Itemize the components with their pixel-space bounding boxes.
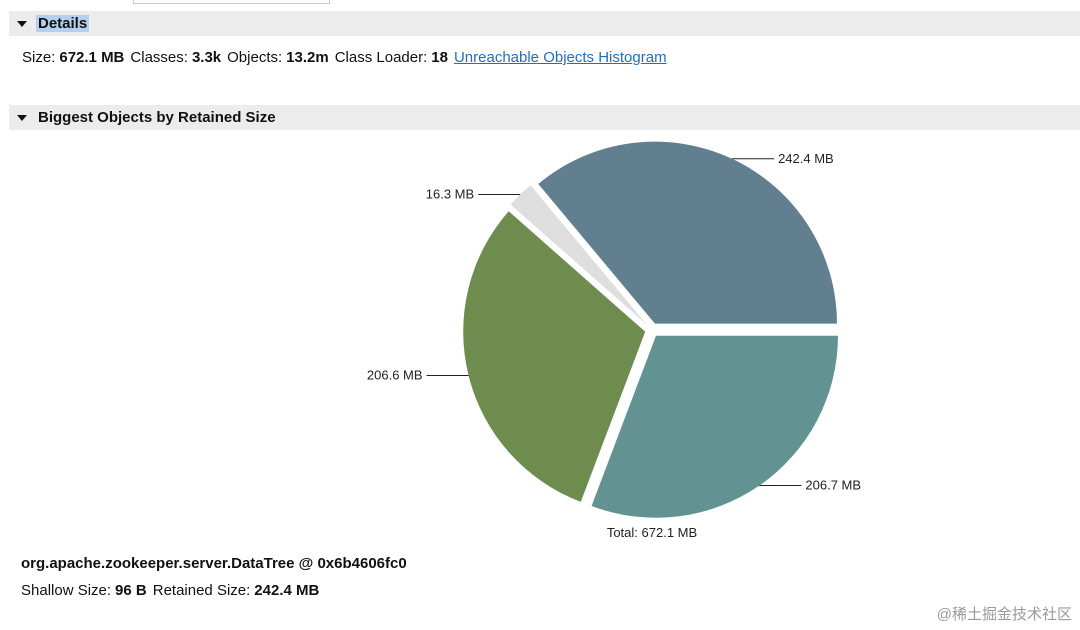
selected-object-name: org.apache.zookeeper.server.DataTree @ 0… — [21, 555, 407, 572]
collapse-triangle-icon[interactable] — [16, 112, 28, 124]
retained-size-label: Retained Size: — [152, 582, 251, 599]
class-loader-label: Class Loader: — [334, 49, 428, 66]
retained-size-value: 242.4 MB — [254, 582, 320, 599]
details-section-header[interactable]: Details — [9, 11, 1080, 36]
biggest-objects-section-title: Biggest Objects by Retained Size — [38, 109, 276, 126]
pie-slice-label: 242.4 MB — [778, 151, 834, 166]
retained-size-pie-chart: 242.4 MB 16.3 MB 206.6 MB 206.7 MB Total: 6… — [367, 141, 861, 540]
pie-slice[interactable] — [591, 335, 838, 518]
classes-value: 3.3k — [191, 49, 222, 66]
tab-edge — [133, 0, 330, 4]
pie-slice-label: 206.7 MB — [805, 478, 861, 493]
size-label: Size: — [22, 49, 56, 66]
pie-slice-label: 206.6 MB — [367, 367, 423, 382]
details-summary: Size: 672.1 MB Classes: 3.3k Objects: 13.2m Cl… — [22, 49, 667, 66]
top-tab-strip — [0, 0, 1080, 4]
pie-slice[interactable] — [510, 185, 648, 325]
watermark-text: @稀土掘金技术社区 — [936, 606, 1072, 623]
classes-label: Classes: — [130, 49, 188, 66]
biggest-objects-section-header[interactable]: Biggest Objects by Retained Size — [9, 105, 1080, 130]
size-value: 672.1 MB — [59, 49, 125, 66]
selected-object-sizes: Shallow Size: 96 B Retained Size: 242.4 MB — [21, 582, 325, 599]
unreachable-objects-histogram-link[interactable]: Unreachable Objects Histogram — [453, 49, 667, 66]
shallow-size-value: 96 B — [115, 582, 147, 599]
pie-total-label: Total: 672.1 MB — [607, 525, 697, 540]
pie-slice[interactable] — [538, 141, 837, 324]
shallow-size-label: Shallow Size: — [21, 582, 112, 599]
collapse-triangle-icon[interactable] — [16, 18, 28, 30]
objects-label: Objects: — [227, 49, 283, 66]
pie-slice[interactable] — [463, 211, 646, 502]
pie-slice-label: 16.3 MB — [426, 187, 474, 202]
objects-value: 13.2m — [286, 49, 329, 66]
details-section-title: Details — [36, 15, 90, 32]
class-loader-value: 18 — [431, 49, 448, 66]
